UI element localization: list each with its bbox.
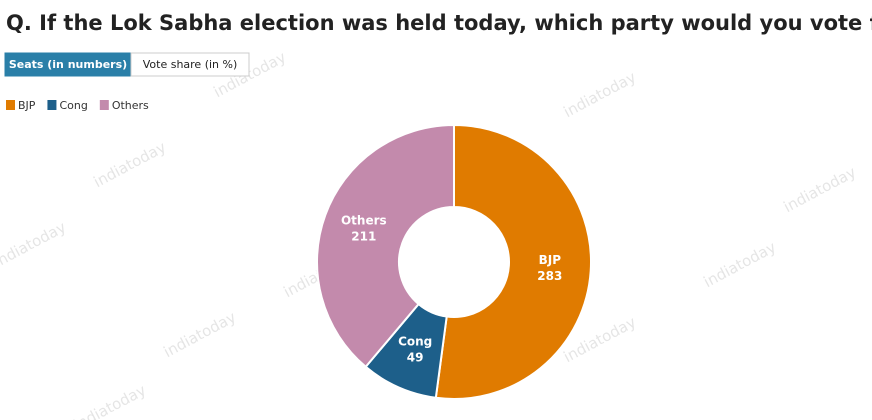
slice-label: Others xyxy=(341,214,387,228)
slice-label: Cong xyxy=(398,334,432,348)
watermark: indiatoday xyxy=(0,218,69,271)
watermark: indiatoday xyxy=(701,238,779,291)
slice-value: 283 xyxy=(537,269,562,283)
legend-label: Others xyxy=(112,99,149,112)
legend-swatch xyxy=(99,100,109,110)
legend-swatch xyxy=(47,100,57,110)
watermark: indiatoday xyxy=(781,163,859,216)
slice-value: 49 xyxy=(407,350,424,364)
watermark: indiatoday xyxy=(561,68,639,121)
tab-label[interactable]: Seats (in numbers) xyxy=(9,58,127,71)
watermark: indiatoday xyxy=(161,308,239,361)
legend-label: BJP xyxy=(18,99,36,112)
slice-value: 211 xyxy=(351,230,376,244)
watermark: indiatoday xyxy=(71,381,149,420)
tab-label[interactable]: Vote share (in %) xyxy=(143,58,238,71)
donut-slice xyxy=(434,123,592,400)
slice-label: BJP xyxy=(539,253,562,267)
legend-swatch xyxy=(6,100,15,110)
watermark: indiatoday xyxy=(91,138,169,191)
legend-label: Cong xyxy=(59,99,87,112)
chart-title: Q. If the Lok Sabha election was held to… xyxy=(6,11,872,35)
tab[interactable] xyxy=(130,52,250,77)
donut-slice xyxy=(316,123,455,369)
